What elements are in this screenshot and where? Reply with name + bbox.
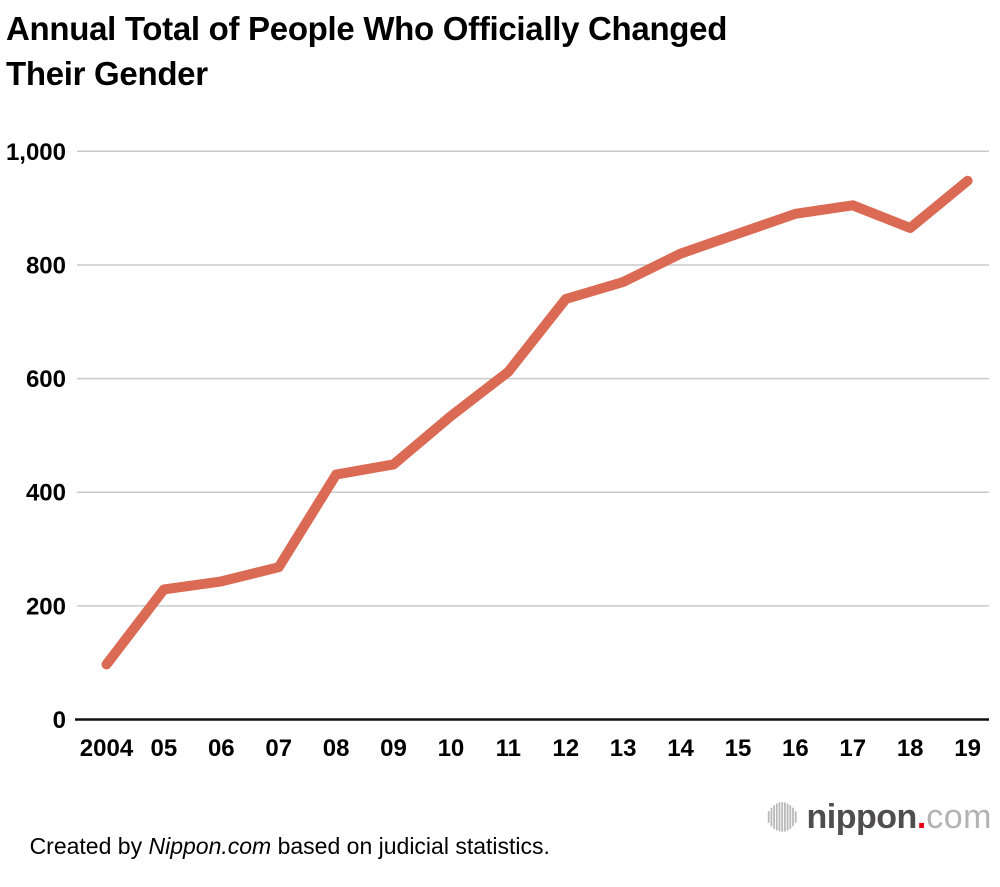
data-line [101,175,973,670]
nippon-logo-text: nippon.com [807,794,992,840]
credit-prefix: Created by [29,833,149,859]
y-tick-label: 1,000 [6,139,66,166]
x-tick-label: 07 [265,735,292,762]
soundwave-bars-icon [767,802,797,832]
x-tick-label: 13 [610,735,637,762]
x-tick-label: 14 [667,735,694,762]
x-tick-label: 05 [151,735,178,762]
x-tick-label: 11 [496,735,521,762]
credit-line: Created by Nippon.com based on judicial … [4,806,550,887]
y-tick-label: 400 [26,480,66,507]
x-tick-label: 18 [897,735,924,762]
y-tick-label: 0 [53,707,66,734]
chart-title: Annual Total of People Who Officially Ch… [6,6,966,96]
y-tick-label: 800 [26,252,66,279]
chart-svg: 0 200 400 600 800 1,000 2004 05 06 07 08 09 10 11 12 13… [6,139,989,762]
x-tick-label: 17 [839,735,866,762]
y-tick-label: 200 [26,593,66,620]
logo-word-com: com [926,798,992,836]
credit-source: Nippon.com [148,833,272,859]
x-tick-label: 19 [954,735,981,762]
x-tick-label: 15 [725,735,752,762]
x-tick-label: 16 [782,735,809,762]
x-tick-label: 06 [208,735,235,762]
credit-suffix: based on judicial statistics. [271,833,550,859]
logo-word-nippon: nippon [806,798,918,836]
logo-red-dot: . [916,798,927,836]
chart-footer: Created by Nippon.com based on judicial … [0,792,1000,859]
x-tick-label: 08 [323,735,350,762]
x-tick-label: 2004 [80,735,134,762]
soundwave-bars [767,802,797,832]
y-tick-label: 600 [26,366,66,393]
chart-title-line-2: Their Gender [6,55,208,92]
x-tick-label: 10 [438,735,465,762]
x-tick-label: 12 [552,735,579,762]
line-chart: 0 200 400 600 800 1,000 2004 05 06 07 08 09 10 11 12 13… [0,120,1000,780]
chart-title-line-1: Annual Total of People Who Officially Ch… [6,10,728,47]
x-tick-label: 09 [380,735,407,762]
nippon-logo: nippon.com [767,794,992,840]
